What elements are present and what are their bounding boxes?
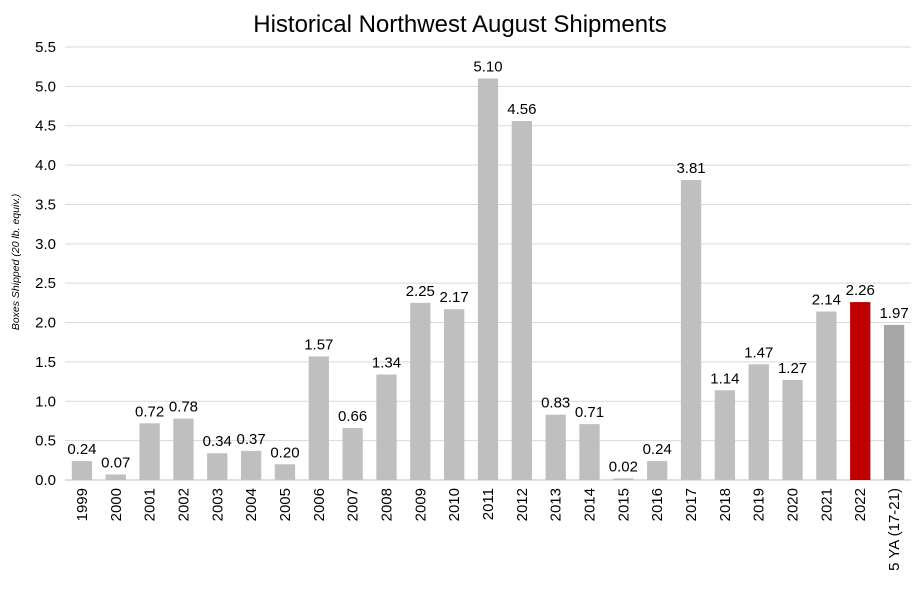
data-label: 1.14 <box>710 370 739 387</box>
bar <box>71 461 93 480</box>
bar <box>647 461 668 480</box>
bar <box>274 464 296 480</box>
data-label: 0.66 <box>338 408 367 425</box>
y-axis-label: Boxes Shipped (20 lb. equiv.) <box>10 194 22 330</box>
data-label: 2.14 <box>812 292 841 309</box>
data-label: 1.47 <box>744 344 773 361</box>
x-tick-label: 2015 <box>615 488 632 521</box>
data-label: 0.72 <box>135 403 164 420</box>
x-tick-label: 2012 <box>514 488 531 521</box>
y-tick-label: 0.5 <box>35 433 56 450</box>
data-label: 2.26 <box>846 282 875 299</box>
bar <box>545 414 566 480</box>
data-label: 0.37 <box>237 431 266 448</box>
data-label: 0.20 <box>270 444 299 461</box>
x-tick-label: 2011 <box>480 488 497 520</box>
data-label: 5.10 <box>473 58 502 75</box>
x-tick-label: 2006 <box>311 488 328 521</box>
bar <box>579 424 600 480</box>
x-tick-label: 2019 <box>751 488 768 521</box>
data-label: 0.78 <box>169 399 198 416</box>
y-tick-label: 0.0 <box>35 472 56 489</box>
x-tick-label: 2005 <box>277 488 294 521</box>
y-tick-label: 2.0 <box>35 315 56 332</box>
bar <box>883 324 905 480</box>
data-label: 0.24 <box>67 441 96 458</box>
x-tick-label: 5 YA (17-21) <box>886 488 903 571</box>
data-label: 1.34 <box>372 355 401 372</box>
bar <box>139 423 160 480</box>
x-tick-label: 2016 <box>649 488 666 521</box>
y-tick-label: 4.0 <box>35 157 56 174</box>
data-labels: 0.24 0.07 0.72 0.78 0.34 0.370.20 1.57 0.66 1.34… <box>67 58 908 475</box>
bar <box>376 374 397 480</box>
y-tick-label: 3.0 <box>35 236 56 253</box>
x-tick-label: 2000 <box>108 488 125 521</box>
x-tick-label: 2017 <box>683 488 700 521</box>
bar <box>748 364 769 480</box>
x-tick-label: 2013 <box>548 488 565 521</box>
data-label: 0.71 <box>575 404 604 421</box>
bars <box>71 78 905 481</box>
data-label: 3.81 <box>676 160 705 177</box>
x-tick-label: 1999 <box>74 488 91 521</box>
x-tick-label: 2009 <box>412 488 429 521</box>
data-label: 0.24 <box>643 441 672 458</box>
data-label: 0.83 <box>541 395 570 412</box>
bar <box>207 453 228 480</box>
y-tick-label: 1.5 <box>35 354 56 371</box>
bar <box>714 390 736 480</box>
data-label: 1.27 <box>778 360 807 377</box>
data-label: 2.25 <box>406 283 435 300</box>
y-tick-label: 4.5 <box>35 118 56 135</box>
x-tick-label: 2014 <box>582 488 599 521</box>
bar <box>342 428 363 480</box>
y-tick-label: 2.5 <box>35 275 56 292</box>
x-tick-label: 2018 <box>717 488 734 521</box>
y-tick-label: 5.5 <box>35 39 56 56</box>
bar <box>511 121 532 481</box>
x-tick-label: 2007 <box>345 488 362 521</box>
bar <box>308 356 329 480</box>
bar <box>816 311 837 480</box>
x-tick-label: 2004 <box>243 488 260 521</box>
bar <box>782 380 803 480</box>
y-tick-label: 5.0 <box>35 78 56 95</box>
data-label: 1.97 <box>879 305 908 322</box>
data-label: 2.17 <box>440 289 469 306</box>
data-label: 1.57 <box>304 336 333 353</box>
y-tick-label: 3.5 <box>35 196 56 213</box>
data-label: 0.34 <box>203 433 232 450</box>
chart-title: Historical Northwest August Shipments <box>253 11 667 38</box>
data-label: 0.02 <box>609 458 638 475</box>
axis-ticks: 0.0 0.5 1.0 1.5 2.0 2.5 3.0 3.5 4.0 4.5 5.0 5.5 1999… <box>35 39 903 571</box>
x-tick-label: 2003 <box>209 488 226 521</box>
x-tick-label: 2020 <box>785 488 802 521</box>
bar <box>477 78 499 480</box>
x-tick-label: 2022 <box>852 488 869 521</box>
x-tick-label: 2010 <box>446 488 463 521</box>
bar <box>444 309 465 480</box>
x-tick-label: 2001 <box>142 488 159 521</box>
bar <box>410 302 431 480</box>
y-tick-label: 1.0 <box>35 393 56 410</box>
data-label: 0.07 <box>101 454 130 471</box>
bar <box>680 180 702 481</box>
bar <box>850 302 871 480</box>
bar <box>105 474 126 480</box>
bar <box>173 418 194 480</box>
bar <box>240 450 262 480</box>
x-tick-label: 2021 <box>818 488 835 521</box>
bar <box>613 478 634 480</box>
x-tick-label: 2002 <box>175 488 192 521</box>
data-label: 4.56 <box>507 101 536 118</box>
x-tick-label: 2008 <box>378 488 395 521</box>
